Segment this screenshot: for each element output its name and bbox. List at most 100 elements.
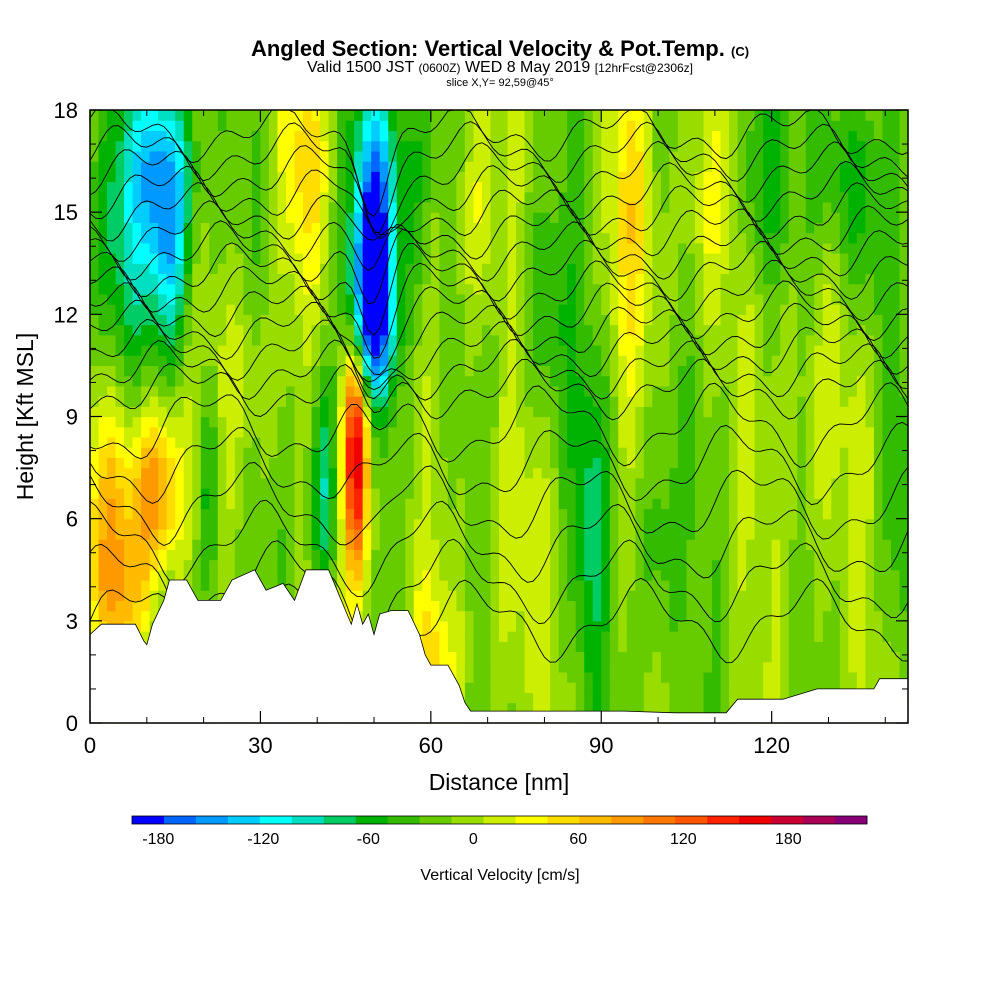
field-cell <box>499 324 509 336</box>
field-cell <box>499 651 509 663</box>
field-cell <box>345 508 355 520</box>
field-cell <box>899 559 909 571</box>
field-cell <box>643 344 653 356</box>
field-cell <box>754 253 764 264</box>
field-cell <box>788 191 798 203</box>
field-cell <box>763 293 773 305</box>
field-cell <box>141 610 151 622</box>
field-cell <box>226 416 236 428</box>
field-cell <box>413 396 423 407</box>
field-cell <box>158 447 168 458</box>
field-cell <box>618 579 628 591</box>
field-cell <box>856 293 866 305</box>
field-cell <box>439 641 449 653</box>
field-cell <box>831 651 841 663</box>
field-cell <box>567 682 577 693</box>
field-cell <box>226 447 236 458</box>
field-cell <box>430 508 440 520</box>
field-cell <box>788 201 798 213</box>
field-cell <box>550 467 560 479</box>
field-cell <box>192 324 202 336</box>
field-cell <box>660 191 671 203</box>
field-cell <box>490 569 500 581</box>
field-cell <box>533 212 543 223</box>
field-cell <box>311 457 321 469</box>
field-cell <box>362 539 372 550</box>
field-cell <box>473 304 483 315</box>
field-cell <box>882 355 892 367</box>
field-cell <box>388 253 398 264</box>
field-cell <box>839 549 849 561</box>
field-cell <box>226 385 236 397</box>
field-cell <box>592 212 602 223</box>
field-cell <box>558 283 568 295</box>
field-cell <box>320 201 330 213</box>
field-cell <box>90 283 100 295</box>
field-cell <box>626 518 636 530</box>
field-cell <box>507 242 517 254</box>
field-cell <box>890 671 901 683</box>
field-cell <box>158 579 168 591</box>
field-cell <box>805 314 815 326</box>
field-cell <box>277 232 287 244</box>
field-cell <box>260 436 270 448</box>
field-cell <box>652 406 662 418</box>
field-cell <box>686 426 696 438</box>
field-cell <box>822 579 832 591</box>
field-cell <box>464 447 475 458</box>
field-cell <box>652 314 662 326</box>
field-cell <box>856 651 866 663</box>
field-cell <box>805 426 815 438</box>
field-cell <box>890 334 901 346</box>
field-cell <box>524 569 534 581</box>
field-cell <box>669 293 679 305</box>
field-cell <box>635 273 645 285</box>
field-cell <box>183 283 193 295</box>
field-cell <box>499 549 509 561</box>
field-cell <box>311 365 321 377</box>
field-cell <box>507 222 517 234</box>
field-cell <box>805 641 815 653</box>
field-cell <box>473 426 483 438</box>
field-cell <box>703 334 713 346</box>
field-cell <box>243 324 253 336</box>
field-cell <box>550 365 560 377</box>
field-cell <box>481 651 492 663</box>
field-cell <box>311 385 321 397</box>
field-cell <box>737 355 747 367</box>
field-cell <box>166 304 176 315</box>
field-cell <box>754 457 764 469</box>
field-cell <box>541 375 551 387</box>
field-cell <box>337 355 347 367</box>
field-cell <box>635 222 645 234</box>
field-cell <box>115 253 125 264</box>
field-cell <box>405 283 415 295</box>
field-cell <box>609 212 619 223</box>
field-cell <box>320 263 330 275</box>
field-cell <box>337 304 347 315</box>
field-cell <box>516 396 526 407</box>
field-cell <box>379 426 389 438</box>
field-cell <box>379 314 389 326</box>
field-cell <box>643 406 653 418</box>
field-cell <box>192 222 202 234</box>
field-cell <box>601 447 611 458</box>
field-cell <box>422 212 432 223</box>
field-cell <box>209 498 219 510</box>
field-cell <box>567 569 577 581</box>
field-cell <box>430 569 440 581</box>
field-cell <box>609 682 619 693</box>
field-cell <box>592 396 602 407</box>
field-cell <box>797 467 807 479</box>
field-cell <box>839 528 849 540</box>
field-cell <box>686 355 696 367</box>
field-cell <box>311 324 321 336</box>
field-cell <box>882 242 892 254</box>
field-cell <box>754 579 764 591</box>
field-cell <box>660 344 671 356</box>
field-cell <box>873 242 884 254</box>
field-cell <box>362 283 372 295</box>
field-cell <box>746 651 756 663</box>
field-cell <box>720 232 730 244</box>
field-cell <box>592 488 602 499</box>
